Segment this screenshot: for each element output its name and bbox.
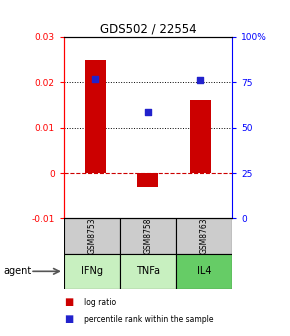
Text: IL4: IL4 [197,266,211,276]
Point [146,110,150,115]
Bar [64,218,120,254]
Text: ■: ■ [64,314,73,324]
Point [198,77,203,82]
Bar [190,100,211,173]
Text: GSM8758: GSM8758 [143,218,153,254]
Bar [137,173,158,187]
Point [93,76,98,81]
Title: GDS502 / 22554: GDS502 / 22554 [99,23,196,36]
Text: log ratio: log ratio [84,298,116,307]
Bar [176,254,232,289]
Bar [85,60,106,173]
Bar [176,218,232,254]
Bar [64,254,120,289]
Text: agent: agent [3,266,31,276]
Text: IFNg: IFNg [81,266,103,276]
Text: GSM8753: GSM8753 [87,218,96,254]
Bar [120,218,176,254]
Bar [120,254,176,289]
Text: GSM8763: GSM8763 [200,218,209,254]
Text: ■: ■ [64,297,73,307]
Text: TNFa: TNFa [136,266,160,276]
Text: percentile rank within the sample: percentile rank within the sample [84,315,214,324]
